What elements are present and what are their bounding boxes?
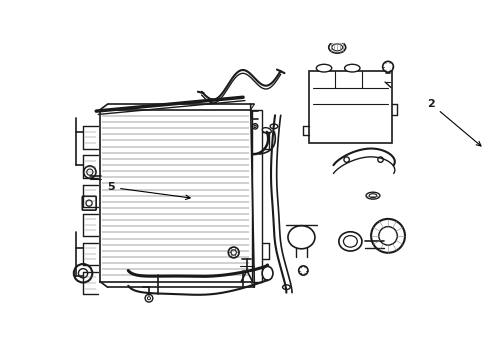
Ellipse shape [343, 236, 357, 247]
Text: 5: 5 [107, 183, 190, 199]
Ellipse shape [382, 61, 393, 72]
Circle shape [377, 157, 383, 162]
Circle shape [370, 219, 404, 253]
Ellipse shape [228, 247, 239, 258]
Text: 2: 2 [427, 99, 480, 146]
Circle shape [86, 200, 92, 206]
Ellipse shape [86, 169, 93, 175]
Circle shape [74, 264, 92, 283]
Ellipse shape [331, 44, 342, 51]
Circle shape [78, 269, 87, 278]
Bar [252, 110, 262, 282]
Circle shape [343, 157, 348, 162]
Ellipse shape [344, 64, 359, 72]
FancyBboxPatch shape [82, 196, 96, 210]
Circle shape [252, 124, 257, 129]
Ellipse shape [230, 250, 236, 255]
Circle shape [147, 297, 150, 300]
Ellipse shape [262, 128, 271, 134]
Ellipse shape [287, 226, 314, 249]
Ellipse shape [316, 64, 331, 72]
Circle shape [253, 125, 256, 127]
Ellipse shape [298, 266, 307, 275]
Bar [308, 71, 391, 143]
Ellipse shape [269, 124, 277, 129]
Ellipse shape [368, 194, 376, 198]
Ellipse shape [328, 42, 345, 53]
Ellipse shape [338, 232, 361, 251]
Ellipse shape [282, 285, 290, 289]
Circle shape [145, 294, 152, 302]
Ellipse shape [83, 166, 96, 178]
Ellipse shape [366, 192, 379, 199]
Ellipse shape [262, 266, 272, 280]
Circle shape [378, 226, 396, 245]
